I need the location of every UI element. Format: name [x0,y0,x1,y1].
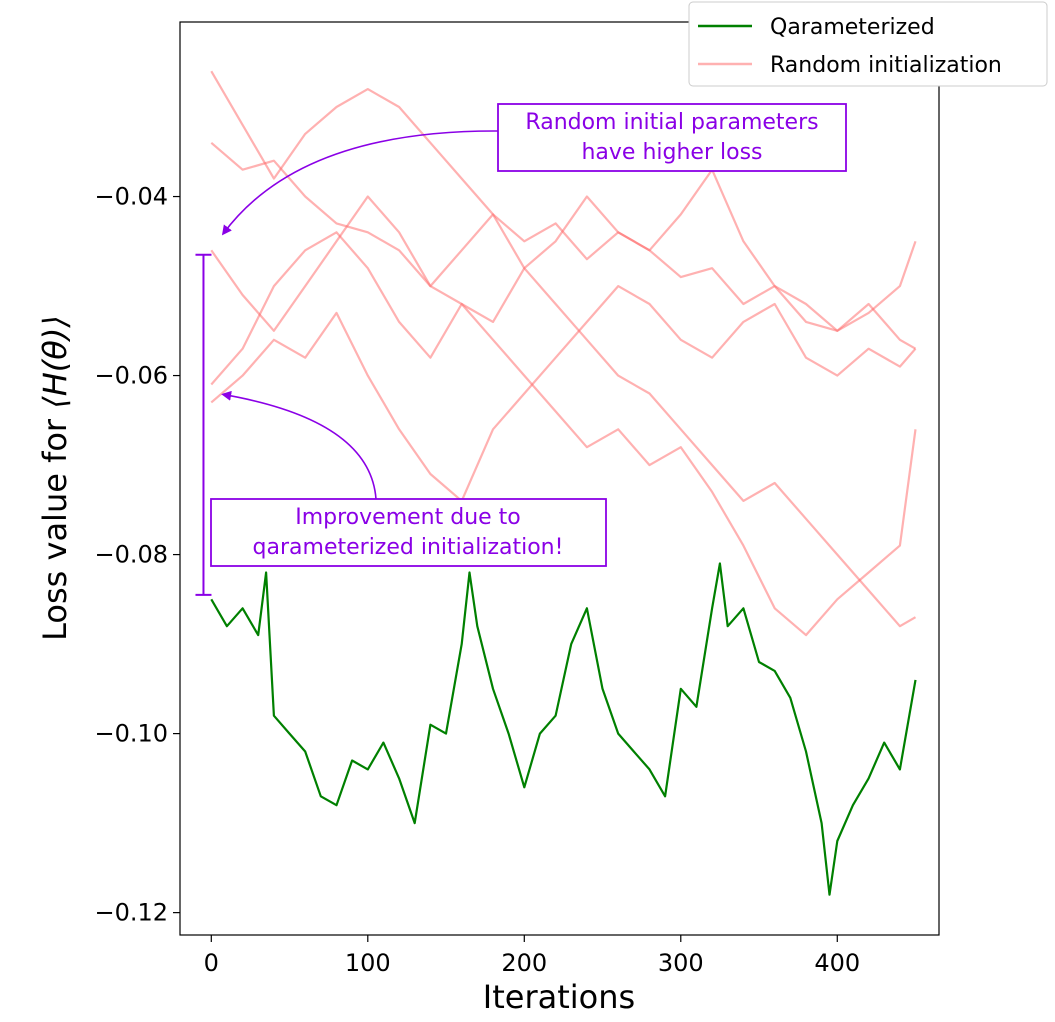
y-axis-title-math: ⟨H(θ)⟩ [36,315,74,409]
x-tick-label: 300 [658,949,704,977]
annotation-arrow-random [221,130,499,236]
y-tick-label: −0.08 [94,541,168,569]
legend-label-random: Random initialization [770,53,1002,78]
annotation-layer: Random initial parameters have higher los… [195,103,847,596]
series-line-random-3 [210,195,917,628]
y-axis-title-prefix: Loss value for [36,409,74,641]
series-layer [210,70,917,896]
legend-box [688,1,1048,87]
plot-frame [179,21,940,936]
annotation-arrow-improvement [221,390,377,500]
series-line-random-5 [210,285,917,502]
y-axis-title: Loss value for ⟨H(θ)⟩ [36,315,74,641]
y-tick-label: −0.06 [94,362,168,390]
x-tick-label: 100 [345,949,391,977]
x-tick-label: 0 [204,949,219,977]
annotation-text-random: have higher loss [581,140,762,165]
annotation-text-random: Random initial parameters [525,110,818,135]
series-line-qarameterized [210,562,917,896]
ticks-layer: 0 100 200 300 400 −0.04 −0.06 −0.08 −0.10 −0.12 [94,183,860,977]
y-tick-label: −0.10 [94,720,168,748]
series-line-random-4 [210,231,917,637]
legend: Qarameterized Random initialization [688,1,1048,87]
annotation-text-improvement: Improvement due to [295,505,521,530]
legend-label-qarameterized: Qarameterized [770,15,935,40]
series-line-random-2 [210,141,917,332]
x-tick-label: 200 [501,949,547,977]
annotation-text-improvement: qarameterized initialization! [253,535,564,560]
series-line-random-1 [210,70,917,350]
y-tick-label: −0.04 [94,183,168,211]
annotation-box-improvement [210,498,607,567]
x-axis-title: Iterations [483,978,635,1016]
annotation-box-random [497,103,847,172]
x-tick-label: 400 [814,949,860,977]
y-tick-label: −0.12 [94,899,168,927]
